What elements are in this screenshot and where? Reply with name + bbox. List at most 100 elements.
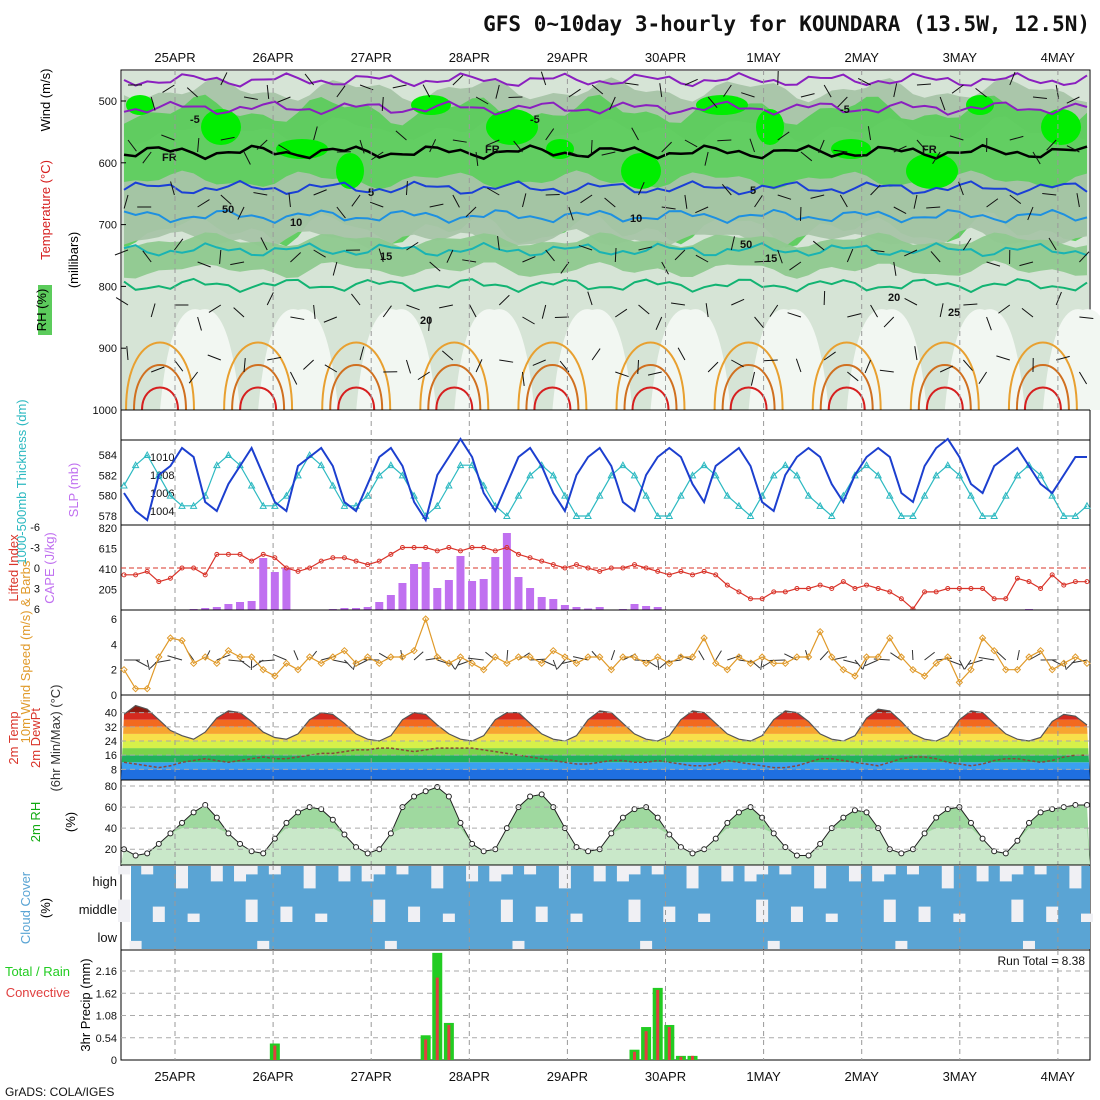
- lifted-index-point: [295, 568, 301, 574]
- temperature-contour-label: 5: [368, 187, 374, 199]
- lifted-index-point: [690, 572, 696, 578]
- wind-speed-point: [224, 646, 233, 655]
- wind-speed-point: [688, 653, 697, 661]
- lifted-index-point: [365, 562, 371, 568]
- dewpoint-line: [123, 747, 1087, 769]
- temperature-contour-label: 20: [420, 315, 432, 327]
- bottom-date-label: 29APR: [547, 1069, 588, 1084]
- wind-barb: [359, 139, 365, 154]
- thickness-point: [445, 481, 453, 489]
- wind-barb-10m: [530, 658, 547, 661]
- wind-barb-10m: [454, 659, 461, 670]
- wind-speed-point: [909, 665, 917, 674]
- cloud-gap: [558, 866, 571, 889]
- wind-speed-point: [978, 634, 987, 642]
- wind-barb: [704, 151, 709, 166]
- wind-barb: [962, 237, 972, 251]
- wind-speed-point: [955, 678, 964, 687]
- temp-tick-label: 40: [105, 708, 117, 720]
- temp-color-band: [121, 755, 1090, 763]
- wind-barb: [837, 96, 848, 108]
- rh-point: [840, 814, 847, 821]
- wind-barb: [417, 371, 430, 381]
- bottom-date-label: 4MAY: [1041, 1069, 1076, 1084]
- thickness-point: [561, 491, 569, 499]
- warm-temperature-contour: [239, 386, 278, 411]
- lifted-index-point: [191, 565, 197, 571]
- wind-speed-point: [595, 653, 604, 661]
- cloud-gap: [373, 866, 386, 875]
- cape-bar: [212, 607, 221, 610]
- wind-speed-point: [839, 665, 848, 674]
- cloud-gap: [848, 866, 861, 882]
- wind-barb: [1056, 355, 1070, 361]
- precip-panel: 0 0.54 1.08 1.62 2.16 Run Total = 8.38 Total /…: [5, 949, 1091, 1067]
- lifted-index-point: [829, 586, 835, 591]
- wind-barb: [904, 249, 918, 257]
- thickness-point: [688, 471, 697, 479]
- temperature-contour: [123, 208, 1088, 225]
- wind-barb-10m: [204, 650, 211, 661]
- cloud-gap: [1011, 866, 1024, 875]
- lifted-index-point: [446, 545, 452, 550]
- wind-barb: [754, 195, 763, 208]
- wind-barb: [1042, 193, 1057, 196]
- wind-barb: [1046, 139, 1057, 151]
- rh-point: [967, 819, 974, 826]
- cape-bar: [386, 595, 395, 610]
- wind-barb: [369, 201, 384, 208]
- wind-barb: [452, 194, 460, 208]
- wind-barb: [465, 206, 477, 218]
- temperature-contour-label: 50: [222, 204, 234, 216]
- wind-barb-10m: [239, 659, 251, 669]
- pressure-axis-label: (millibars): [66, 232, 81, 288]
- wind-barb: [150, 303, 156, 318]
- wind-barb: [978, 371, 987, 385]
- thickness-point: [259, 501, 268, 509]
- wind-barb-10m: [154, 659, 171, 664]
- temperature-axis-label: Temperature (°C): [38, 160, 53, 260]
- top-date-label: 26APR: [252, 50, 293, 65]
- wind-speed-point: [1060, 659, 1068, 668]
- wind-barb: [721, 183, 732, 196]
- wind-barb: [332, 261, 338, 276]
- thickness-point: [329, 481, 337, 489]
- cape-bar: [526, 588, 535, 610]
- wind-barb-10m: [552, 659, 558, 670]
- wind-barb: [114, 249, 129, 256]
- wind-barb-10m: [167, 655, 183, 661]
- cloud-layer-fill: [131, 894, 1090, 922]
- wind-barb: [847, 313, 862, 318]
- cape-bar: [468, 581, 477, 610]
- rh-point: [1014, 837, 1021, 844]
- wind-barb-10m: [843, 659, 859, 665]
- wind-barb: [637, 359, 640, 375]
- temp-color-band: [121, 741, 1090, 749]
- wind-speed-point: [758, 653, 766, 661]
- thickness-point: [665, 511, 674, 519]
- wind-barb: [839, 194, 848, 208]
- rh-point: [898, 850, 905, 857]
- thickness-point: [120, 481, 128, 489]
- lifted-index-point: [1003, 596, 1009, 602]
- wind-barb: [313, 189, 327, 196]
- wind-barb: [904, 297, 918, 306]
- wind-speed-point: [1025, 653, 1033, 661]
- cloud-gap: [176, 866, 189, 889]
- cloud-gap: [466, 866, 479, 882]
- thickness-point: [1036, 471, 1045, 479]
- lifted-index-point: [307, 565, 313, 571]
- warm-temperature-contour: [321, 341, 392, 411]
- rh-saturated-patch: [966, 95, 994, 115]
- wind-barb: [879, 369, 894, 373]
- temperature-contour-label: -5: [190, 114, 200, 126]
- wind-barb: [243, 96, 258, 100]
- temperature-contour: [123, 277, 1088, 294]
- wind10-axis-label: 10m Wind Speed (m/s) & Barbs: [18, 560, 33, 743]
- wind-barb-10m: [561, 659, 577, 665]
- wind-barb: [568, 151, 583, 158]
- wind-barb: [499, 359, 514, 363]
- wind-speed-point: [305, 653, 314, 661]
- slp-tick-label: 1010: [150, 452, 174, 464]
- wind-barb: [893, 206, 907, 215]
